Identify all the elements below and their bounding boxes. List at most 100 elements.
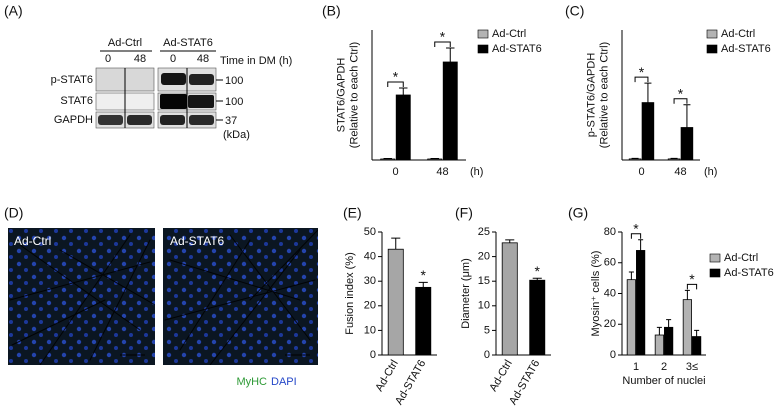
error-bar — [430, 158, 439, 159]
legend-swatch — [477, 29, 489, 39]
y-tick-label: 20 — [364, 300, 376, 312]
error-bar — [505, 239, 515, 243]
y-tick-label: 20 — [478, 251, 490, 263]
bar — [682, 299, 692, 356]
bar — [667, 158, 681, 161]
error-bar — [391, 237, 401, 250]
y-axis-label: (Relative to each Ctrl) — [598, 42, 610, 148]
bar — [442, 61, 458, 161]
x-tick-label: 0 — [392, 166, 398, 178]
significance-label: * — [393, 69, 399, 85]
blot-panel: (A) Ad-Ctrl Ad-STAT6 0 48 0 48 Time in D… — [4, 3, 292, 141]
error-bar — [383, 158, 392, 159]
stain-label: MyHC — [236, 376, 267, 388]
x-tick-label: 0 — [638, 166, 644, 178]
bar — [636, 250, 646, 356]
panel-label: (B) — [322, 3, 341, 19]
significance-bracket — [387, 81, 404, 87]
error-bar — [656, 326, 662, 336]
significance-label: * — [678, 85, 684, 101]
legend-label: Ad-STAT6 — [721, 43, 771, 55]
significance-bracket — [673, 98, 688, 104]
bar — [692, 336, 702, 356]
error-bar — [644, 82, 652, 103]
significance-label: * — [639, 64, 645, 80]
y-axis-label: (Relative to each Ctrl) — [348, 42, 360, 148]
x-unit: (h) — [704, 166, 717, 178]
x-tick-label: 48 — [674, 166, 686, 178]
legend-label: Ad-Ctrl — [492, 28, 526, 40]
row-label: STAT6 — [60, 95, 93, 107]
significance-label: * — [689, 271, 695, 287]
y-tick-label: 0 — [484, 349, 490, 361]
stain-label: DAPI — [271, 376, 297, 388]
y-tick-label: 15 — [478, 275, 490, 287]
x-tick-label: 2 — [661, 361, 667, 373]
x-tick-label: 1 — [633, 361, 639, 373]
bar — [380, 158, 396, 161]
error-bar — [532, 277, 542, 281]
error-bar — [684, 289, 690, 300]
y-tick-label: 0 — [370, 349, 376, 361]
micrograph — [8, 228, 155, 365]
size-label: 37 — [225, 115, 237, 127]
significance-bracket — [686, 283, 698, 290]
x-axis-label: Number of nuclei — [622, 375, 705, 387]
image-label: Ad-Ctrl — [14, 234, 51, 248]
y-tick-label: 25 — [478, 226, 490, 238]
legend-label: Ad-Ctrl — [721, 28, 755, 40]
significance-label: * — [421, 267, 427, 283]
y-tick-label: 50 — [364, 226, 376, 238]
legend-swatch — [709, 268, 721, 278]
bar — [680, 127, 694, 161]
y-tick-label: 60 — [604, 257, 616, 269]
row-label: GAPDH — [54, 114, 93, 126]
lane-label: 48 — [134, 53, 146, 65]
significance-bracket — [434, 41, 451, 47]
legend-label: Ad-STAT6 — [724, 267, 774, 279]
image-label: Ad-STAT6 — [170, 234, 225, 248]
y-axis-label: STAT6/GAPDH — [335, 58, 347, 133]
micrograph-panel: (D) — [4, 205, 318, 388]
lane-label: 48 — [197, 53, 209, 65]
significance-label: * — [535, 263, 541, 279]
bar — [529, 279, 546, 356]
panel-label: (G) — [568, 205, 588, 221]
time-label: Time in DM (h) — [220, 55, 292, 67]
bar — [654, 334, 664, 356]
error-bar — [628, 271, 634, 280]
row-label: p-STAT6 — [51, 74, 93, 86]
bar — [628, 158, 642, 161]
y-tick-label: 40 — [364, 251, 376, 263]
error-bar — [670, 157, 678, 159]
y-tick-label: 0 — [610, 349, 616, 361]
group-label: Ad-Ctrl — [108, 37, 142, 49]
y-tick-label: 20 — [604, 318, 616, 330]
panel-label: (A) — [4, 3, 23, 19]
legend-swatch — [706, 29, 718, 39]
micrograph — [163, 228, 318, 365]
size-label: 100 — [225, 75, 243, 87]
lane-label: 0 — [105, 53, 111, 65]
error-bar — [631, 157, 639, 159]
y-tick-label: 5 — [484, 324, 490, 336]
bar — [427, 158, 443, 161]
panel-label: (D) — [4, 205, 23, 221]
error-bar — [399, 87, 408, 95]
y-tick-label: 30 — [364, 275, 376, 287]
bar — [395, 94, 411, 161]
size-unit: (kDa) — [223, 129, 250, 141]
bar — [387, 248, 404, 356]
legend-swatch — [477, 44, 489, 54]
panel-label: (F) — [455, 205, 473, 221]
error-bar — [694, 329, 700, 337]
y-axis-label: Diameter (μm) — [460, 258, 472, 329]
legend-swatch — [709, 253, 721, 263]
y-tick-label: 80 — [604, 226, 616, 238]
x-tick-label: 48 — [436, 166, 448, 178]
error-bar — [683, 104, 691, 128]
panel-label: (E) — [343, 205, 362, 221]
y-axis-label: p-STAT6/GAPDH — [585, 53, 597, 138]
y-tick-label: 40 — [604, 287, 616, 299]
